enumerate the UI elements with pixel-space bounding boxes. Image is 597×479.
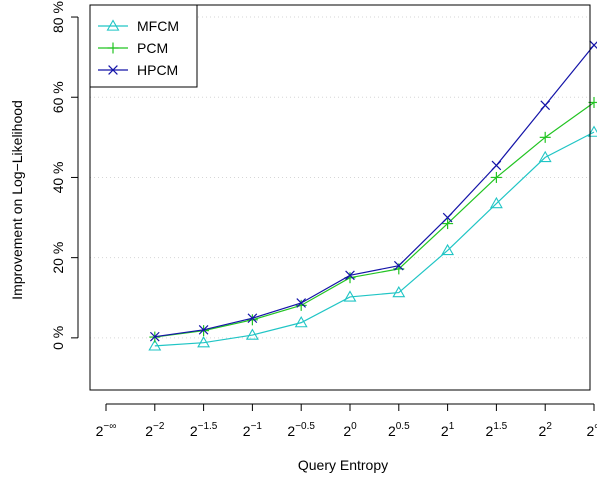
x-tick-label: 2−∞: [96, 421, 117, 439]
legend-box: [89, 4, 198, 88]
x-tick-label: 20.5: [388, 421, 410, 439]
data-point: [197, 336, 211, 348]
data-point: [540, 100, 551, 111]
x-axis-title: Query Entropy: [298, 457, 388, 473]
series-line: [154, 44, 595, 338]
x-tick-label: 21: [441, 421, 455, 439]
legend: MFCM PCM HPCM: [89, 4, 198, 88]
series-mfcm: [148, 125, 597, 351]
series-layer: [148, 40, 597, 351]
y-tick-label: 80 %: [50, 1, 66, 33]
legend-item-mfcm: MFCM: [98, 18, 179, 34]
series-hpcm: [149, 40, 597, 342]
series-line: [154, 101, 595, 338]
legend-item-hpcm: HPCM: [98, 62, 178, 78]
data-point: [246, 314, 258, 326]
data-point: [589, 40, 597, 50]
x-tick-label: 2−1: [243, 421, 263, 439]
x-tick-label: 2−2: [145, 421, 165, 439]
data-point: [393, 260, 404, 271]
data-point: [343, 290, 357, 302]
data-point: [108, 65, 118, 75]
x-axis: 2−∞ 2−2 2−1.5 2−1 2−0.5 20 20.5 21 21.5 22 2∞: [96, 403, 597, 439]
series-line: [154, 131, 595, 347]
data-point: [148, 339, 162, 351]
plot-frame: [89, 4, 591, 391]
data-point: [245, 328, 259, 340]
x-tick-label: 22: [539, 421, 553, 439]
y-tick-label: 20 %: [50, 242, 66, 274]
data-point: [441, 243, 455, 256]
data-point: [442, 212, 453, 223]
x-tick-label: 2−1.5: [190, 421, 218, 439]
data-point: [107, 42, 119, 54]
x-tick-label: 21.5: [486, 421, 508, 439]
data-point: [538, 150, 552, 163]
data-point: [490, 171, 502, 183]
x-tick-label: 2−0.5: [287, 421, 315, 439]
y-axis-title: Improvement on Log−Likelihood: [9, 100, 25, 300]
data-point: [345, 270, 355, 281]
data-point: [294, 316, 308, 328]
data-point: [539, 131, 551, 143]
data-point: [442, 218, 454, 230]
legend-label: MFCM: [137, 18, 179, 34]
y-tick-label: 60 %: [50, 81, 66, 113]
data-point: [392, 285, 406, 298]
data-point: [491, 160, 502, 171]
data-point: [149, 331, 160, 342]
data-point: [489, 196, 503, 209]
data-point: [296, 298, 307, 308]
data-point: [295, 299, 307, 311]
legend-item-pcm: PCM: [98, 40, 168, 56]
data-point: [198, 325, 209, 335]
y-tick-label: 0 %: [50, 326, 66, 350]
x-tick-label: 20: [343, 421, 357, 439]
x-tick-label: 2∞: [587, 421, 597, 439]
series-pcm: [149, 96, 597, 343]
legend-label: HPCM: [137, 62, 178, 78]
data-point: [106, 19, 120, 31]
y-tick-label: 40 %: [50, 161, 66, 193]
y-axis: 0 % 20 % 40 % 60 % 80 %: [50, 1, 79, 350]
legend-label: PCM: [137, 40, 168, 56]
data-point: [247, 313, 258, 324]
grid-lines: [90, 16, 590, 339]
